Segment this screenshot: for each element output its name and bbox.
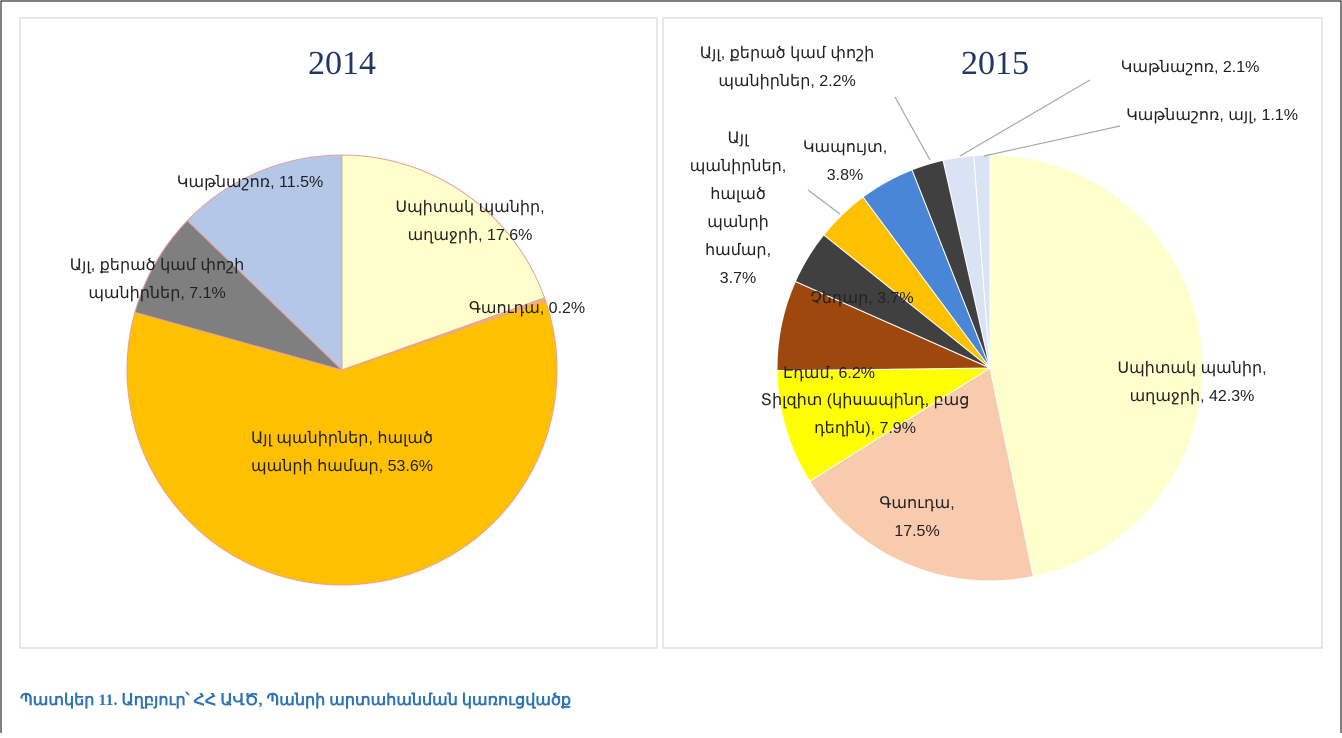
chart-title: 2014 bbox=[308, 45, 376, 82]
data-label: Էդամ, 6.2% bbox=[783, 365, 875, 382]
data-label: Գաուդա, 17.5% bbox=[879, 495, 954, 540]
data-label: Կապույտ, 3.8% bbox=[803, 139, 887, 184]
data-label: Սպիտակ պանիր, աղաջրի, 42.3% bbox=[1117, 360, 1266, 405]
pie-slice bbox=[341, 154, 546, 371]
pie-slice bbox=[126, 300, 558, 586]
pie-slice bbox=[808, 367, 1034, 582]
data-label: Տիլզիտ (կիսապինդ, բաց դեղին), 7.9% bbox=[761, 392, 970, 437]
pie-slice bbox=[989, 154, 1204, 578]
leader-line bbox=[894, 96, 931, 161]
caption: Պատկեր 11. Աղբյուր՝ ՀՀ ԱՎԾ, Պանրի արտահա… bbox=[20, 691, 571, 709]
data-label: Չեդար, 3.7% bbox=[810, 290, 913, 307]
chart-title: 2015 bbox=[961, 45, 1029, 82]
leader-line bbox=[959, 79, 1091, 157]
data-label: Այլ, քերած կամ փոշի պանիրներ, 2.2% bbox=[700, 45, 874, 90]
data-label: Այլ պանիրներ, հալած պանրի համար, 53.6% bbox=[251, 430, 433, 475]
pie-slice bbox=[186, 154, 343, 372]
pie-slice bbox=[134, 219, 343, 371]
leader-line bbox=[983, 125, 1121, 157]
pie-slice bbox=[776, 367, 992, 482]
data-label: Սպիտակ պանիր, աղաջրի, 17.6% bbox=[395, 199, 544, 244]
data-label: Այլ, քերած կամ փոշի պանիրներ, 7.1% bbox=[70, 257, 244, 302]
data-label: Կաթնաշոռ, 2.1% bbox=[1121, 59, 1260, 76]
data-label: Այլ պանիրներ, հալած պանրի համար, 3.7% bbox=[690, 130, 786, 287]
data-label: Կաթնաշոռ, 11.5% bbox=[177, 174, 323, 191]
data-label: Կաթնաշոռ, այլ, 1.1% bbox=[1126, 107, 1298, 124]
leader-line bbox=[807, 189, 841, 215]
data-label: Գաուդա, 0.2% bbox=[469, 300, 585, 317]
